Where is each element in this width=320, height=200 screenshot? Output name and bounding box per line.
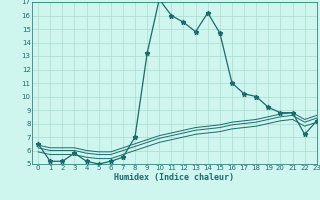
X-axis label: Humidex (Indice chaleur): Humidex (Indice chaleur) — [115, 173, 234, 182]
